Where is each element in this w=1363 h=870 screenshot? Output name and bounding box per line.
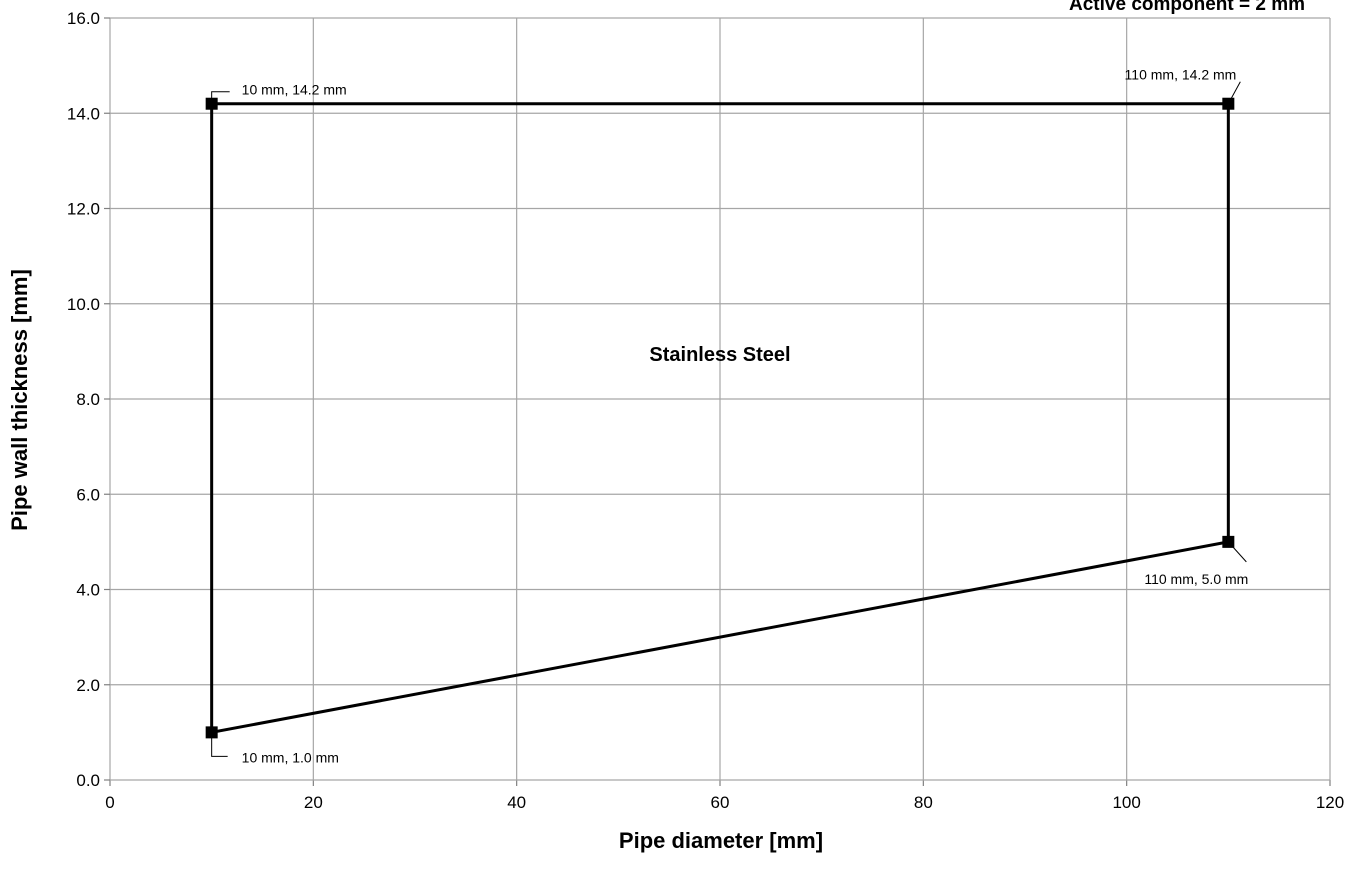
x-tick-label: 0	[105, 793, 114, 812]
point-label: 10 mm, 14.2 mm	[242, 82, 347, 98]
x-tick-label: 20	[304, 793, 323, 812]
y-tick-label: 12.0	[67, 200, 100, 219]
chart-title: Active component = 2 mm	[1069, 0, 1305, 15]
y-axis-title: Pipe wall thickness [mm]	[7, 269, 32, 531]
x-tick-label: 40	[507, 793, 526, 812]
point-label-leader	[1227, 81, 1241, 104]
point-label-leader	[211, 91, 230, 104]
region-label: Stainless Steel	[649, 344, 790, 366]
y-tick-label: 2.0	[76, 676, 100, 695]
y-tick-label: 0.0	[76, 771, 100, 790]
point-label: 10 mm, 1.0 mm	[242, 749, 339, 765]
y-tick-label: 16.0	[67, 9, 100, 28]
y-tick-label: 8.0	[76, 390, 100, 409]
x-tick-label: 60	[711, 793, 730, 812]
grid	[104, 17, 1331, 786]
point-label: 110 mm, 14.2 mm	[1125, 67, 1237, 83]
x-axis-title: Pipe diameter [mm]	[619, 828, 823, 853]
point-label: 110 mm, 5.0 mm	[1144, 571, 1248, 587]
x-tick-label: 80	[914, 793, 933, 812]
labels: 10 mm, 14.2 mm 110 mm, 14.2 mm 110 mm, 5.0…	[211, 67, 1248, 765]
y-tick-label: 14.0	[67, 104, 100, 123]
y-tick-label: 10.0	[67, 295, 100, 314]
ticks: 0 20 40 60 80 100 120 0.0 2.0 4.0 6.0 8.0 10.0 12.0 14…	[67, 9, 1344, 812]
x-tick-label: 120	[1316, 793, 1344, 812]
x-tick-label: 100	[1112, 793, 1140, 812]
y-tick-label: 4.0	[76, 581, 100, 600]
point-label-leader	[1227, 541, 1247, 563]
point-label-leader	[211, 732, 228, 757]
y-tick-label: 6.0	[76, 485, 100, 504]
